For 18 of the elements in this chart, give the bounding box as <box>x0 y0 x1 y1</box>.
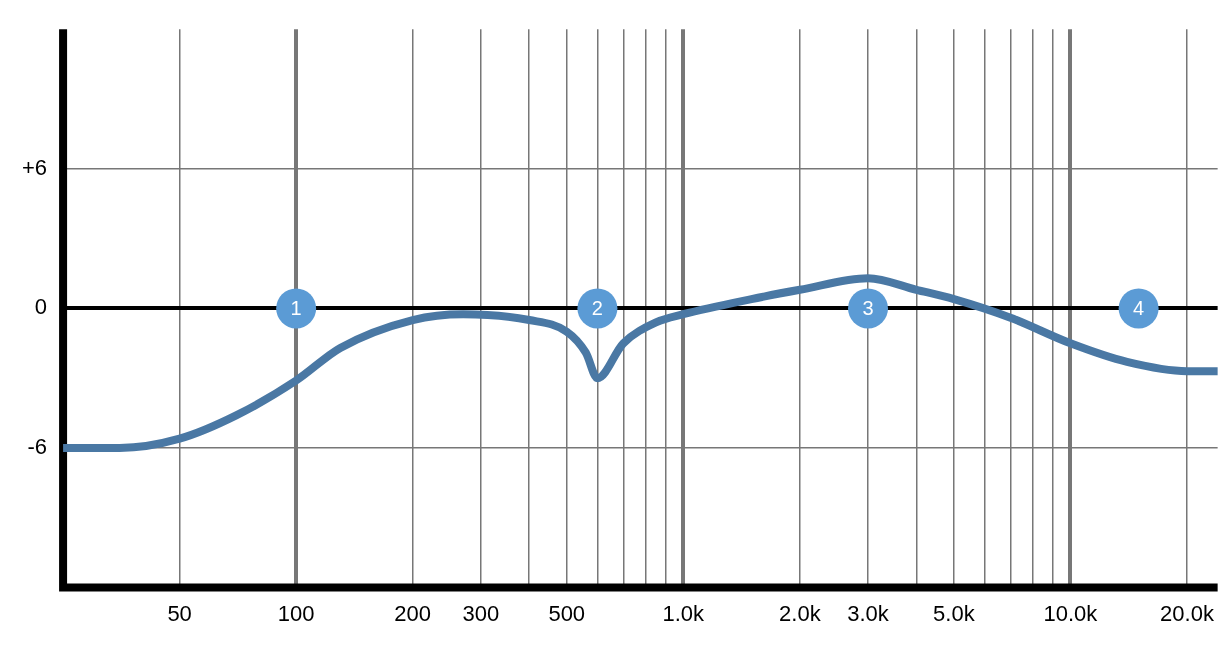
x-tick-label: 100 <box>277 600 315 626</box>
x-tick-label: 1.0k <box>662 600 706 626</box>
x-tick-label: 3.0k <box>847 600 890 626</box>
x-tick-label: 10.0k <box>1043 600 1099 626</box>
x-tick-label: 5.0k <box>933 600 976 626</box>
annotation: 1 <box>290 296 302 319</box>
x-tick-label: 200 <box>394 600 432 626</box>
x-tick-label: 300 <box>462 600 500 626</box>
y-tick-label: 0 <box>34 294 48 320</box>
annotation: 4 <box>1133 296 1145 319</box>
x-tick-label: 2.0k <box>779 600 822 626</box>
y-tick-label: -6 <box>27 434 48 460</box>
annotation: 2 <box>591 296 603 319</box>
y-tick-label: +6 <box>21 154 48 180</box>
x-tick-label: 50 <box>167 600 192 626</box>
x-tick-label: 500 <box>548 600 586 626</box>
annotation: 3 <box>862 296 874 319</box>
x-tick-label: 20.0k <box>1160 600 1215 626</box>
